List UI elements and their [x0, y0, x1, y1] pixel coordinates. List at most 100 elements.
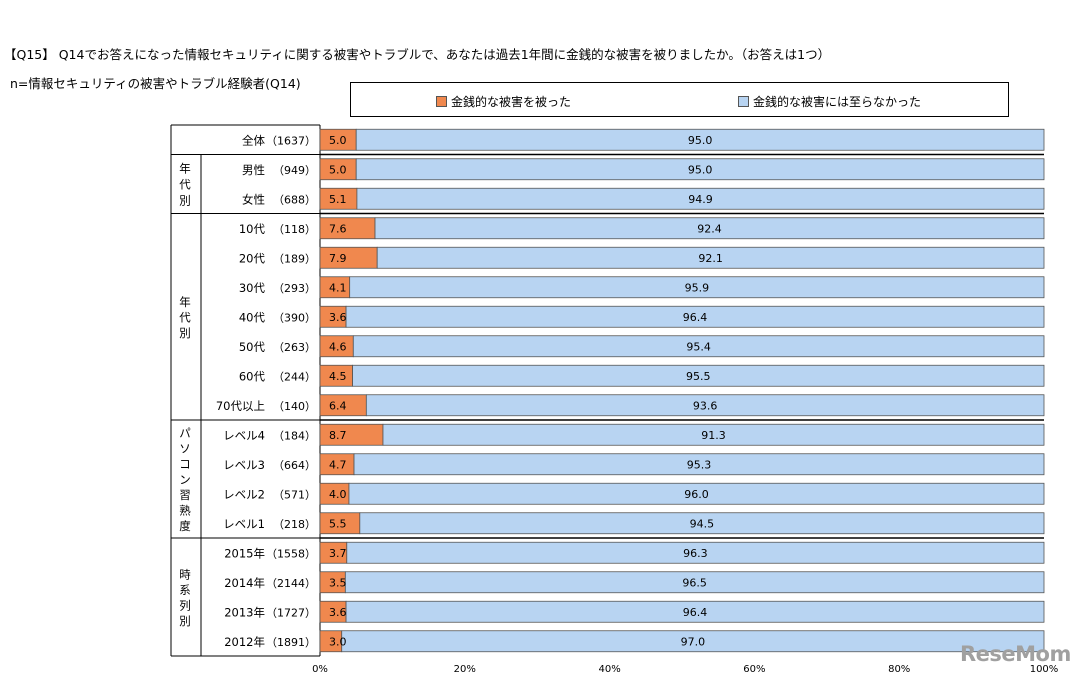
x-tick-label: 100%: [1030, 664, 1059, 675]
data-label-not-damaged: 95.9: [685, 281, 710, 294]
data-label-not-damaged: 92.4: [697, 222, 722, 235]
category-label: 40代: [239, 310, 266, 324]
sample-size-label: （1637）: [266, 134, 316, 147]
bar-not-damaged: [348, 482, 1045, 505]
data-label-not-damaged: 93.6: [693, 399, 718, 412]
group-label-char: 時: [179, 567, 191, 581]
data-label-not-damaged: 96.5: [682, 576, 707, 589]
data-label-damaged: 5.0: [329, 163, 347, 176]
category-label: レベル4: [223, 428, 265, 442]
bar-not-damaged: [355, 158, 1045, 181]
legend-swatch-damaged: [436, 96, 447, 107]
bar-not-damaged: [349, 276, 1045, 299]
data-label-damaged: 3.0: [329, 635, 347, 648]
data-label-not-damaged: 92.1: [698, 252, 723, 265]
sample-size-label: （664）: [273, 459, 316, 472]
bar-not-damaged: [346, 541, 1045, 564]
sample-size-label: （184）: [273, 429, 316, 442]
x-tick-label: 0%: [312, 664, 328, 675]
sample-size-label: （1727）: [266, 606, 316, 619]
resemom-watermark: ReseMom: [960, 642, 1071, 666]
sample-size-label: （293）: [273, 282, 316, 295]
data-label-not-damaged: 96.4: [683, 311, 708, 324]
data-label-damaged: 8.7: [329, 429, 347, 442]
group-label-char: 別: [179, 194, 191, 208]
bar-not-damaged: [352, 335, 1045, 358]
chart-subtitle: n=情報セキュリティの被害やトラブル経験者(Q14): [10, 76, 301, 91]
bar-not-damaged: [374, 217, 1045, 240]
group-label-char: ソ: [179, 442, 191, 456]
data-label-not-damaged: 95.5: [686, 370, 711, 383]
group-label-char: 別: [179, 326, 191, 340]
sample-size-label: （263）: [273, 341, 316, 354]
group-label-char: 代: [179, 178, 191, 192]
bar-not-damaged: [341, 630, 1045, 653]
category-label: 60代: [239, 369, 266, 383]
sample-size-label: （244）: [273, 370, 316, 383]
bar-not-damaged: [345, 305, 1045, 328]
data-label-damaged: 3.5: [329, 576, 347, 589]
bar-not-damaged: [382, 423, 1045, 446]
sample-size-label: （571）: [273, 488, 316, 501]
category-label: レベル1: [223, 517, 265, 531]
data-label-not-damaged: 94.9: [688, 193, 713, 206]
data-label-damaged: 3.6: [329, 606, 347, 619]
sample-size-label: （140）: [273, 400, 316, 413]
group-label-char: 列: [179, 598, 191, 612]
data-label-damaged: 5.1: [329, 193, 347, 206]
group-label-char: 別: [179, 614, 191, 628]
legend-swatch-not-damaged: [738, 96, 749, 107]
group-label-char: コ: [179, 457, 191, 471]
category-label: 女性: [242, 192, 265, 206]
data-label-damaged: 4.0: [329, 488, 347, 501]
sample-size-label: （1558）: [266, 547, 316, 560]
sample-size-label: （2144）: [266, 577, 316, 590]
sample-size-label: （189）: [273, 252, 316, 265]
x-tick-label: 20%: [454, 664, 476, 675]
group-label-char: 年: [179, 295, 191, 309]
category-label: 70代以上: [216, 399, 265, 413]
group-label-char: パ: [179, 426, 191, 440]
data-label-not-damaged: 95.4: [686, 340, 711, 353]
data-label-not-damaged: 96.3: [683, 547, 708, 560]
legend-item-not-damaged: 金銭的な被害には至らなかった: [738, 93, 921, 110]
data-label-damaged: 4.7: [329, 458, 347, 471]
data-label-not-damaged: 95.0: [688, 163, 713, 176]
data-label-not-damaged: 95.0: [688, 134, 713, 147]
data-label-damaged: 5.0: [329, 134, 347, 147]
category-label: 20代: [239, 251, 266, 265]
bar-not-damaged: [352, 364, 1045, 387]
group-label-char: ン: [179, 473, 191, 487]
data-label-damaged: 4.6: [329, 340, 347, 353]
data-label-not-damaged: 91.3: [701, 429, 726, 442]
data-label-damaged: 4.5: [329, 370, 347, 383]
data-label-damaged: 6.4: [329, 399, 347, 412]
data-label-damaged: 5.5: [329, 517, 347, 530]
bar-not-damaged: [365, 394, 1045, 417]
chart-title: 【Q15】 Q14でお答えになった情報セキュリティに関する被害やトラブルで、あな…: [4, 47, 831, 62]
group-label-char: 熟: [179, 504, 191, 518]
legend-label-not-damaged: 金銭的な被害には至らなかった: [753, 95, 922, 109]
category-label: 男性: [242, 163, 265, 177]
data-label-not-damaged: 96.0: [684, 488, 709, 501]
category-label: 2015年: [224, 546, 265, 560]
sample-size-label: （218）: [273, 518, 316, 531]
bar-not-damaged: [353, 453, 1045, 476]
data-label-damaged: 4.1: [329, 281, 347, 294]
bar-not-damaged: [344, 571, 1045, 594]
data-label-not-damaged: 97.0: [681, 635, 706, 648]
bar-not-damaged: [359, 512, 1045, 535]
legend: 金銭的な被害を被った 金銭的な被害には至らなかった: [350, 82, 1009, 117]
legend-label-damaged: 金銭的な被害を被った: [451, 95, 572, 109]
data-label-damaged: 7.6: [329, 222, 347, 235]
sample-size-label: （688）: [273, 193, 316, 206]
category-label: 10代: [239, 222, 266, 236]
category-label: 2012年: [224, 635, 265, 649]
bar-not-damaged: [356, 187, 1045, 210]
category-label: 全体: [242, 133, 265, 147]
bar-not-damaged: [376, 246, 1045, 269]
x-tick-label: 40%: [598, 664, 620, 675]
data-label-not-damaged: 96.4: [683, 606, 708, 619]
sample-size-label: （949）: [273, 164, 316, 177]
